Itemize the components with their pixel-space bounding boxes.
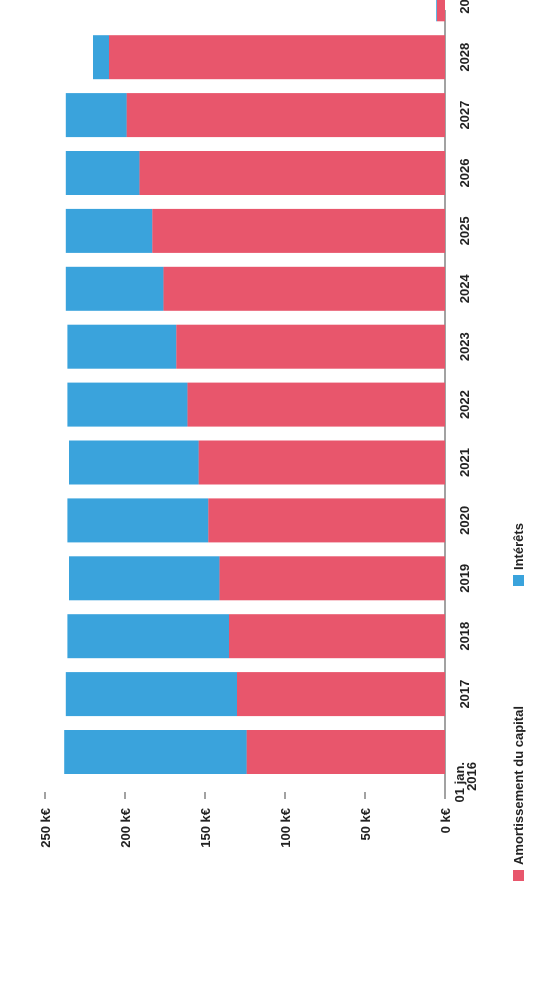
bar-interets — [65, 93, 127, 138]
y-tick-label: 250 k€ — [38, 808, 53, 848]
x-tick-label: 2026 — [457, 159, 472, 188]
x-tick-label: 2027 — [457, 101, 472, 130]
x-tick-label: 2024 — [457, 274, 472, 304]
bar-capital — [237, 672, 445, 717]
x-tick-label: 2020 — [457, 506, 472, 535]
bar-interets — [65, 266, 164, 311]
bar-interets — [436, 0, 437, 22]
bar-interets — [69, 440, 199, 485]
bar-capital — [163, 266, 445, 311]
bar-interets — [64, 730, 247, 774]
bar-capital — [187, 382, 445, 427]
bar-capital — [152, 208, 445, 253]
bar-interets — [67, 324, 177, 369]
plot-area: 0 k€ 50 k€ 100 k€ 150 k€ 200 k€ 250 k€ 01 jan.… — [38, 0, 479, 848]
bar-interets — [67, 498, 209, 543]
legend-swatch-capital — [513, 870, 524, 881]
x-tick-label: 2017 — [457, 680, 472, 709]
bar-capital — [208, 498, 445, 543]
bar-interets — [67, 382, 188, 427]
bar-capital — [437, 0, 445, 22]
bar-capital — [198, 440, 445, 485]
x-tick-label: 2025 — [457, 216, 472, 245]
bar-capital — [126, 93, 445, 138]
bar-interets — [65, 151, 140, 195]
y-tick-label: 200 k€ — [118, 808, 133, 848]
bar-interets — [65, 672, 237, 717]
bar-capital — [246, 730, 445, 774]
bar-interets — [65, 208, 153, 253]
x-tick-label: 2022 — [457, 390, 472, 419]
bar-capital — [139, 151, 445, 195]
legend-label-interets: Intérêts — [511, 523, 526, 570]
legend-label-capital: Amortissement du capital — [511, 706, 526, 865]
bar-capital — [229, 614, 445, 659]
y-tick-label: 150 k€ — [198, 808, 213, 848]
x-tick-label: 2021 — [457, 448, 472, 477]
x-tick-label: 2018 — [457, 622, 472, 651]
x-tick-label: 2023 — [457, 332, 472, 361]
x-tick-label: 2029 — [457, 0, 472, 14]
bar-interets — [93, 35, 109, 80]
bar-interets — [67, 614, 230, 659]
bar-capital — [176, 324, 445, 369]
x-tick-label: 2019 — [457, 564, 472, 593]
y-tick-label: 0 k€ — [438, 808, 453, 833]
y-tick-label: 100 k€ — [278, 808, 293, 848]
legend-swatch-interets — [513, 575, 524, 586]
bar-capital — [109, 35, 445, 80]
x-tick-label: 2028 — [457, 43, 472, 72]
x-tick-label: 01 jan. — [452, 762, 467, 802]
bar-interets — [69, 556, 220, 601]
y-tick-label: 50 k€ — [358, 808, 373, 841]
legend: Amortissement du capital Intérêts — [511, 523, 526, 881]
x-tick-label: 2016 — [464, 762, 479, 791]
bar-capital — [219, 556, 445, 601]
